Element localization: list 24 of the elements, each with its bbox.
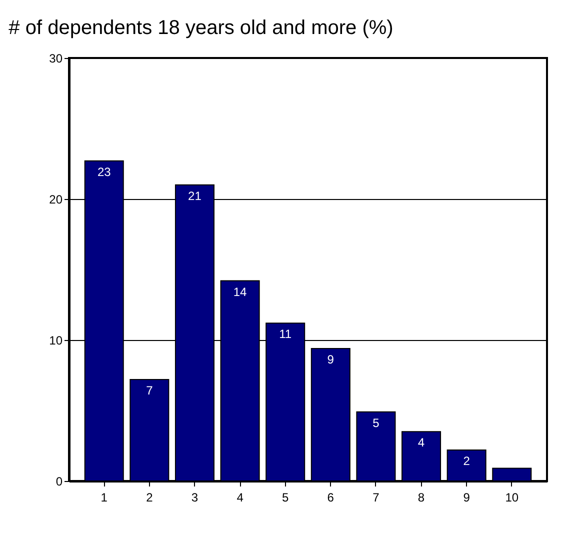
x-tick-label: 4	[236, 490, 244, 504]
x-tick-label: 1	[100, 490, 108, 504]
x-tick-label: 5	[282, 490, 289, 504]
y-tick-label: 10	[49, 334, 63, 348]
data-label: 7	[146, 383, 154, 398]
x-tick-label: 8	[418, 490, 425, 504]
data-label: 9	[327, 352, 334, 366]
data-label: 21	[188, 188, 202, 203]
x-tick-label: 7	[372, 490, 380, 504]
data-label: 14	[233, 284, 248, 299]
x-tick-label: 10	[505, 490, 519, 504]
x-tick-label: 2	[146, 490, 154, 504]
data-label: 23	[97, 164, 112, 179]
data-label: 11	[279, 327, 292, 342]
x-tick-label: 9	[463, 490, 470, 504]
data-label: 2	[463, 454, 470, 468]
y-tick-label: 30	[49, 52, 63, 66]
data-label: 4	[418, 436, 425, 450]
x-tick-label: 3	[191, 490, 198, 504]
chart-title: # of dependents 18 years old and more (%)	[8, 17, 394, 39]
y-tick-label: 0	[56, 474, 63, 488]
data-label: 5	[372, 416, 380, 430]
y-tick-label: 20	[49, 192, 63, 206]
x-tick-label: 6	[327, 490, 334, 504]
